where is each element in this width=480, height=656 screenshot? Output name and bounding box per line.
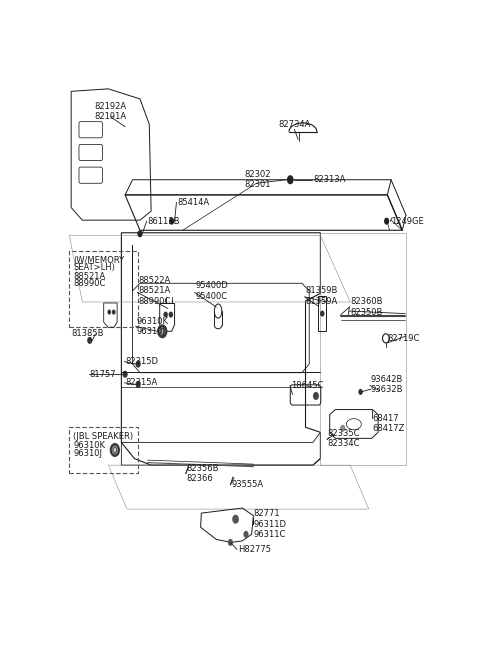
Circle shape bbox=[359, 389, 363, 395]
Circle shape bbox=[168, 312, 173, 318]
Text: 88990C: 88990C bbox=[73, 279, 106, 288]
Text: 82719C: 82719C bbox=[387, 334, 420, 343]
Circle shape bbox=[111, 445, 119, 455]
Bar bbox=[69, 251, 138, 327]
Circle shape bbox=[158, 326, 166, 337]
Text: 81757: 81757 bbox=[90, 370, 116, 379]
Circle shape bbox=[169, 218, 174, 225]
Circle shape bbox=[135, 361, 141, 367]
Text: 82771
96311D
96311C: 82771 96311D 96311C bbox=[253, 509, 287, 539]
Circle shape bbox=[122, 371, 128, 378]
Bar bbox=[69, 427, 138, 473]
Circle shape bbox=[243, 531, 249, 538]
Text: 93555A: 93555A bbox=[231, 480, 263, 489]
Text: SEAT>LH): SEAT>LH) bbox=[73, 263, 115, 272]
Text: 96310K: 96310K bbox=[73, 441, 105, 451]
Text: 82360B
82350B: 82360B 82350B bbox=[350, 297, 383, 317]
Text: 88522A
88521A
88990C: 88522A 88521A 88990C bbox=[138, 276, 170, 306]
Text: 82335C
82334C: 82335C 82334C bbox=[328, 428, 360, 448]
Text: 82356B
82366: 82356B 82366 bbox=[186, 464, 219, 483]
Text: 85414A: 85414A bbox=[177, 198, 209, 207]
Text: 82315A: 82315A bbox=[125, 379, 157, 387]
Text: 18645C: 18645C bbox=[290, 381, 323, 390]
Circle shape bbox=[157, 324, 168, 338]
Circle shape bbox=[340, 424, 345, 432]
Circle shape bbox=[320, 310, 324, 317]
Text: 82302
82301: 82302 82301 bbox=[244, 170, 270, 190]
Text: H82775: H82775 bbox=[238, 545, 271, 554]
Circle shape bbox=[228, 539, 233, 546]
Circle shape bbox=[313, 392, 319, 400]
Text: (W/MEMORY: (W/MEMORY bbox=[73, 255, 124, 264]
Circle shape bbox=[87, 337, 92, 344]
Text: 82192A
82191A: 82192A 82191A bbox=[94, 102, 126, 121]
Circle shape bbox=[135, 380, 141, 388]
Text: 93642B
93632B: 93642B 93632B bbox=[371, 375, 403, 394]
Text: 96310K
96310J: 96310K 96310J bbox=[136, 317, 168, 336]
Text: 82313A: 82313A bbox=[313, 175, 345, 184]
Circle shape bbox=[287, 175, 294, 184]
Text: 88521A: 88521A bbox=[73, 272, 105, 281]
Circle shape bbox=[108, 310, 111, 315]
Text: (JBL SPEAKER): (JBL SPEAKER) bbox=[73, 432, 133, 441]
Text: 95400D
95400C: 95400D 95400C bbox=[196, 281, 228, 300]
Text: 82315D: 82315D bbox=[125, 357, 158, 366]
Circle shape bbox=[160, 328, 165, 335]
Text: 82734A: 82734A bbox=[278, 119, 311, 129]
Circle shape bbox=[109, 443, 120, 457]
Circle shape bbox=[113, 447, 117, 453]
Text: 81385B: 81385B bbox=[71, 329, 104, 338]
Text: 1249GE: 1249GE bbox=[391, 216, 424, 226]
Text: 68417
68417Z: 68417 68417Z bbox=[372, 413, 405, 433]
Circle shape bbox=[112, 310, 116, 315]
Text: 86113B: 86113B bbox=[147, 216, 180, 226]
Text: 81359B
81359A: 81359B 81359A bbox=[305, 286, 338, 306]
Circle shape bbox=[232, 515, 239, 523]
Circle shape bbox=[163, 312, 168, 318]
Circle shape bbox=[384, 218, 389, 225]
Circle shape bbox=[137, 230, 143, 237]
Text: 96310J: 96310J bbox=[73, 449, 102, 458]
